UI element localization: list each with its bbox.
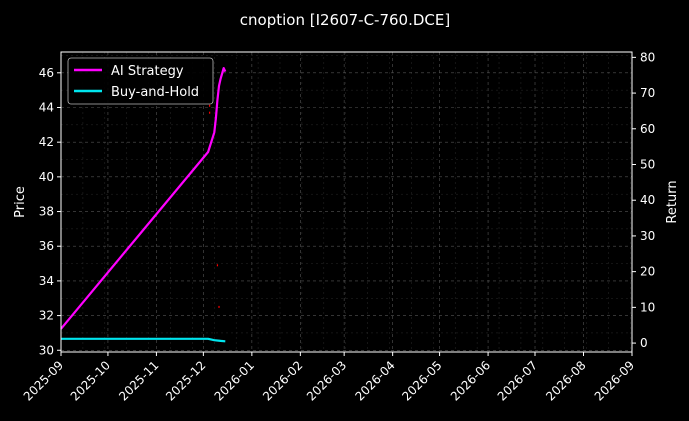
x-tick-label: 2026-06: [448, 358, 493, 403]
y2-tick-label: 50: [640, 158, 655, 172]
y2-tick-label: 30: [640, 229, 655, 243]
legend: AI Strategy Buy-and-Hold: [67, 57, 214, 105]
plot-frame: [60, 51, 633, 353]
x-tick-label: 2025-11: [116, 358, 161, 403]
y2-tick-label: 0: [640, 336, 648, 350]
series-line-ai-strategy: [60, 66, 227, 330]
y-axis-return: 0 10 20 30 40 50 60 70 80: [632, 50, 655, 350]
y-tick-label: 46: [39, 66, 54, 80]
x-tick-label: 2026-09: [592, 358, 637, 403]
legend-box: [67, 57, 214, 105]
y-tick-label: 38: [39, 205, 54, 219]
x-tick-label: 2025-10: [68, 358, 113, 403]
x-tick-label: 2026-07: [495, 358, 540, 403]
y-tick-label: 40: [39, 170, 54, 184]
y-axis-label-return: Return: [665, 180, 680, 223]
y2-tick-label: 20: [640, 265, 655, 279]
y2-tick-label: 10: [640, 300, 655, 314]
y-tick-label: 44: [39, 100, 54, 114]
x-tick-label: 2025-09: [21, 358, 66, 403]
y-tick-label: 30: [39, 343, 54, 357]
x-axis: 2025-09 2025-10 2025-11 2025-12 2026-01 2026-…: [21, 352, 637, 404]
x-tick-label: 2026-01: [212, 358, 257, 403]
y-tick-label: 42: [39, 135, 54, 149]
x-tick-label: 2026-02: [260, 358, 305, 403]
x-tick-label: 2025-12: [163, 358, 208, 403]
y-tick-label: 32: [39, 309, 54, 323]
y2-tick-label: 40: [640, 193, 655, 207]
series-line-buy-and-hold: [61, 337, 226, 343]
series-layer: [60, 66, 227, 343]
legend-label: AI Strategy: [111, 64, 184, 79]
y-axis-price: 30 32 34 36 38 40 42 44 46: [39, 66, 61, 357]
y2-tick-label: 80: [640, 50, 655, 64]
chart-title: cnoption [I2607-C-760.DCE]: [240, 11, 450, 29]
x-tick-label: 2026-03: [304, 358, 349, 403]
y2-tick-label: 70: [640, 86, 655, 100]
y-axis-label-price: Price: [13, 186, 28, 218]
x-tick-label: 2026-05: [399, 358, 444, 403]
legend-label: Buy-and-Hold: [111, 85, 199, 100]
y-tick-label: 34: [39, 274, 54, 288]
y-tick-label: 36: [39, 239, 54, 253]
x-tick-label: 2026-08: [543, 358, 588, 403]
x-tick-label: 2026-04: [352, 358, 397, 403]
y2-tick-label: 60: [640, 122, 655, 136]
